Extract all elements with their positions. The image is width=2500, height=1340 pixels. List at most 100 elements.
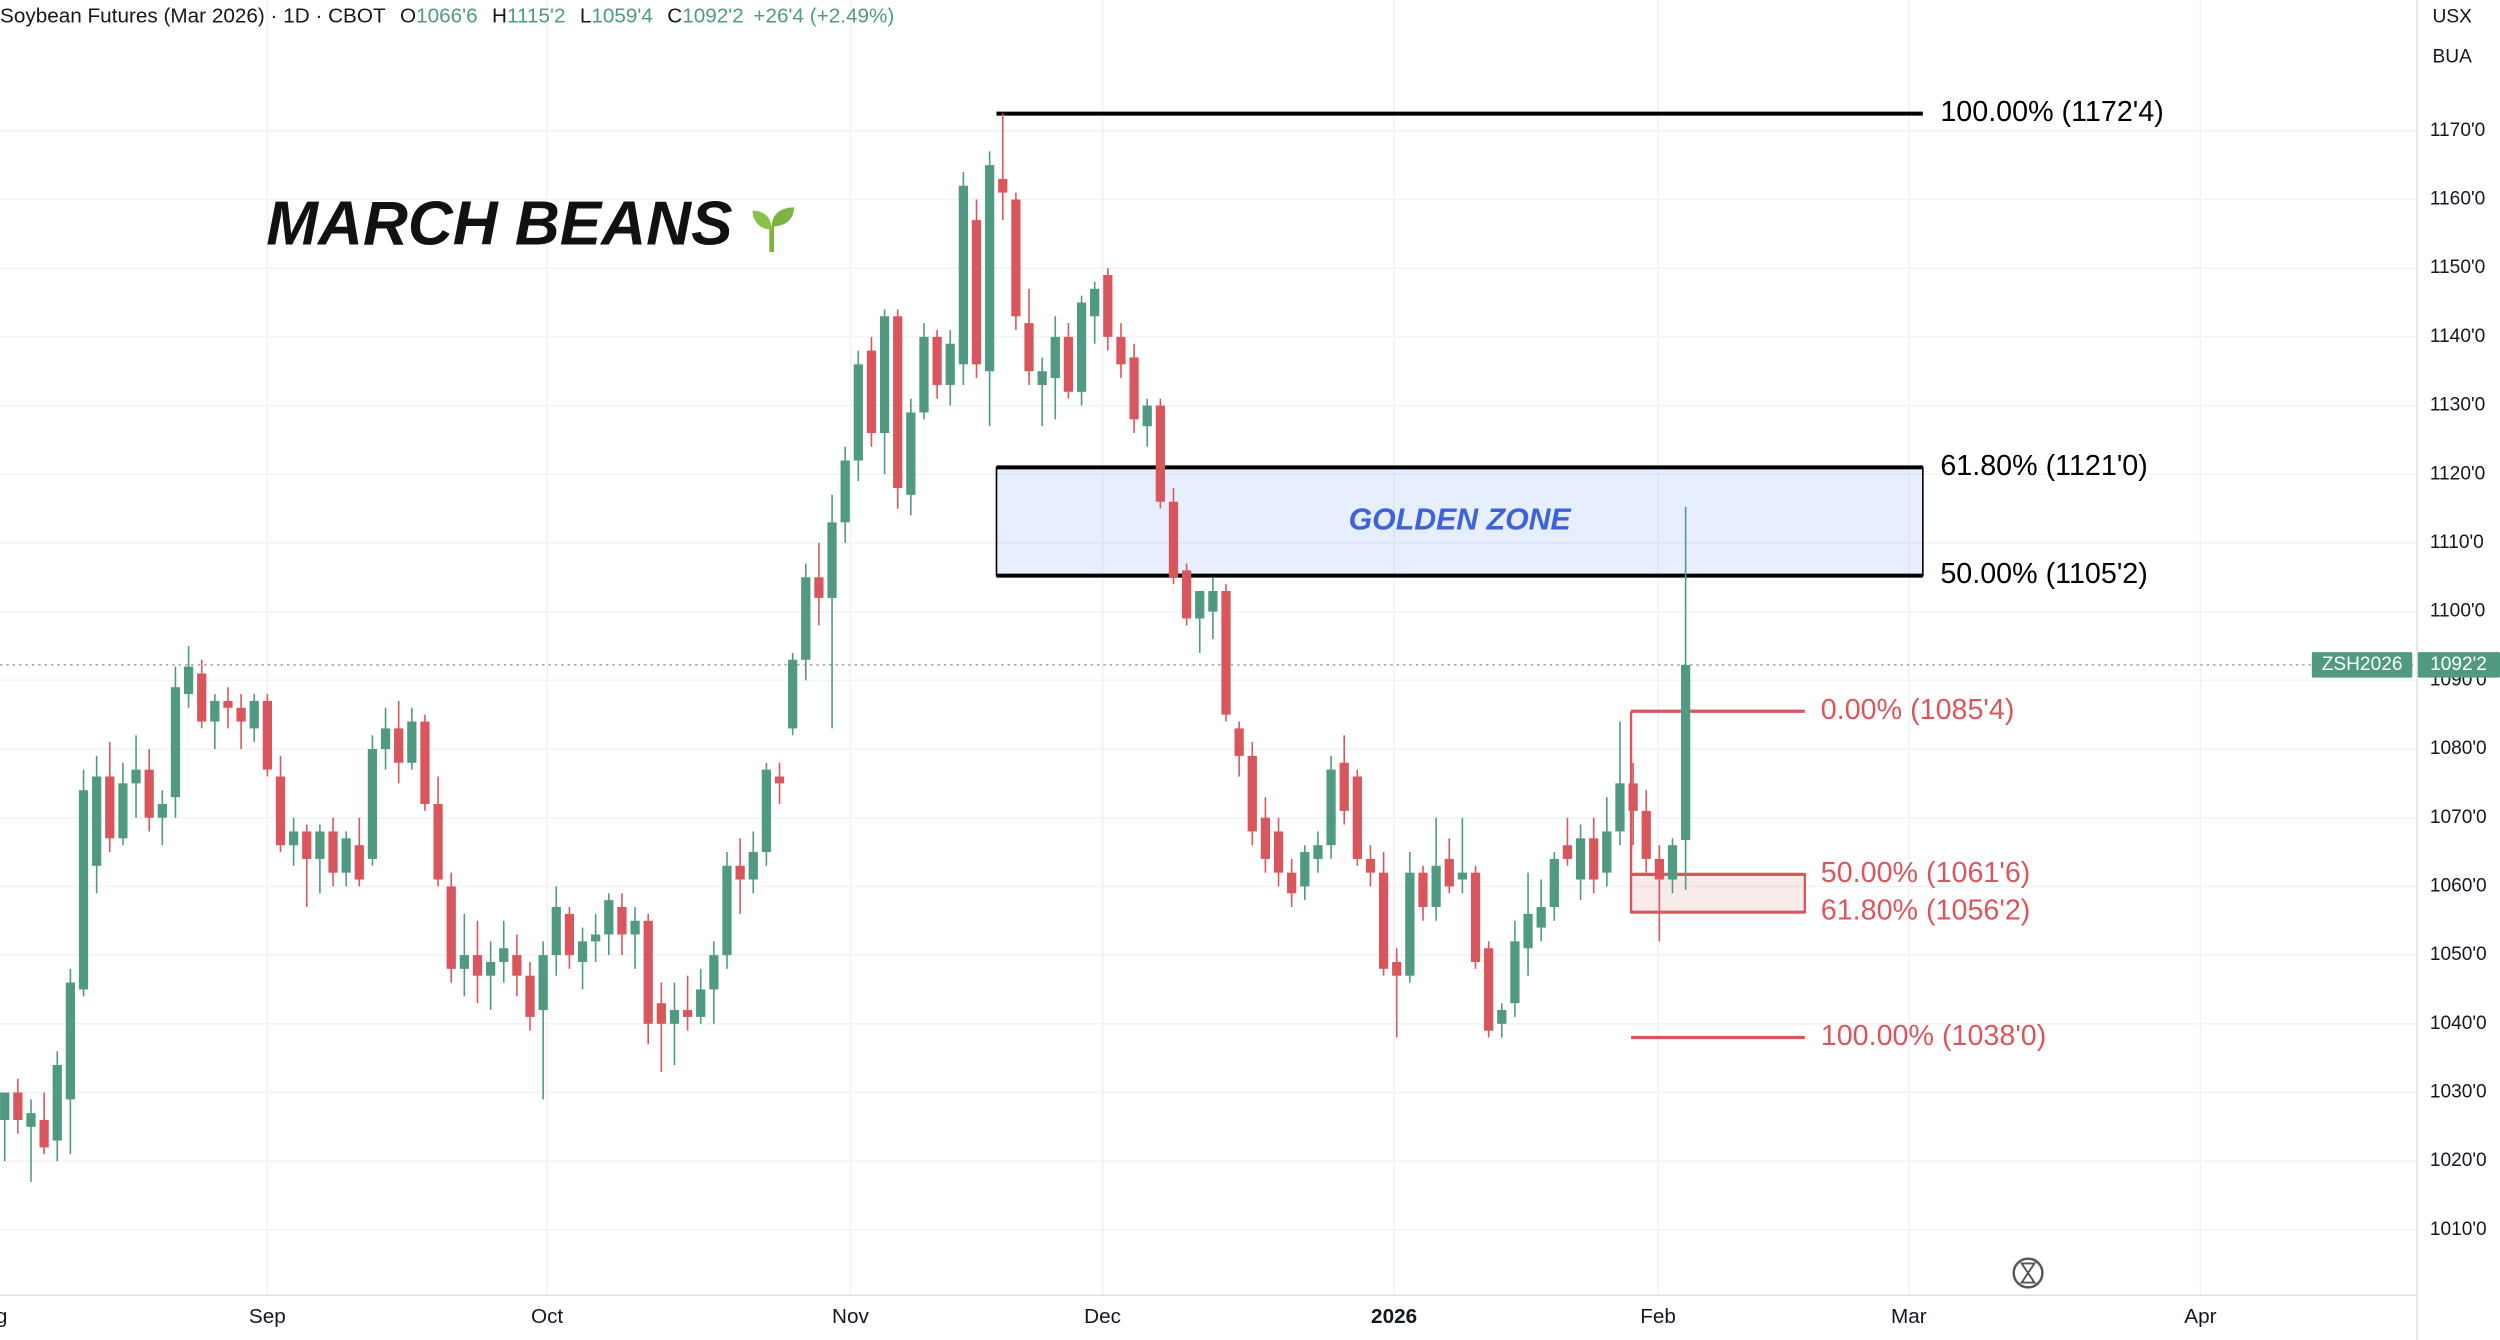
candle-body (1667, 845, 1678, 880)
ohlc-key: O (400, 5, 416, 28)
candle-body (840, 460, 850, 523)
replay-icon[interactable] (2012, 1257, 2044, 1289)
candle-body (1654, 858, 1664, 880)
candle-body (1457, 872, 1468, 880)
y-tick-label: 1160'0 (2430, 189, 2485, 210)
unit-label[interactable]: BUA (2433, 46, 2473, 67)
candle-body (1470, 872, 1481, 962)
candle-body (879, 316, 890, 434)
candle-body (315, 831, 325, 859)
fib-label: 50.00% (1105'2) (1940, 558, 2147, 590)
candle-body (1497, 1010, 1507, 1024)
x-tick-label: 2026 (1371, 1305, 1417, 1328)
candle-body (604, 900, 614, 935)
candle-body (183, 666, 194, 695)
candle-body (39, 1119, 49, 1148)
candle-body (1129, 357, 1139, 420)
fib-label: 100.00% (1038'0) (1821, 1020, 2047, 1052)
candle-body (512, 955, 522, 976)
symbol-header: Soybean Futures (Mar 2026) · 1D · CBOT O1… (0, 5, 894, 28)
candle-body (1287, 872, 1297, 894)
candle-body (971, 220, 982, 365)
candle-body (1523, 913, 1533, 949)
currency-label[interactable]: USX (2433, 7, 2473, 28)
candle-body (1615, 783, 1625, 832)
candle-body (774, 776, 785, 784)
candle-body (1549, 858, 1559, 908)
candle-body (341, 838, 351, 873)
y-tick-label: 1010'0 (2430, 1219, 2487, 1240)
candle-body (420, 721, 430, 804)
candle-body (1352, 776, 1362, 859)
candle-body (1090, 288, 1100, 317)
candles (0, 113, 1691, 1182)
x-tick-label: Apr (2184, 1305, 2216, 1328)
fib-label: 61.80% (1056'2) (1821, 895, 2031, 927)
candle-body (105, 776, 115, 839)
candle-body (1181, 570, 1192, 619)
ohlc-value: 1115'2 (507, 5, 565, 28)
price-tag-label: 1092'2 (2430, 654, 2487, 675)
candle-body (564, 913, 575, 956)
candle-body (906, 412, 916, 495)
candle-body (1484, 948, 1494, 1031)
candle-body (748, 852, 758, 880)
candle-body (1155, 405, 1165, 502)
candle-body (1247, 755, 1257, 832)
x-tick-label: Sep (249, 1305, 286, 1328)
ohlc-value: 1066'6 (416, 5, 478, 28)
candle-body (65, 982, 76, 1100)
candle-body (197, 673, 207, 722)
y-tick-label: 1030'0 (2430, 1082, 2487, 1103)
symbol-name: Soybean Futures (Mar 2026) · 1D · CBOT (0, 5, 386, 28)
candle-body (26, 1113, 36, 1127)
candle-body (1168, 501, 1179, 578)
candle-body (827, 522, 837, 598)
fib-label: 50.00% (1061'6) (1821, 857, 2031, 889)
candle-body (551, 907, 561, 956)
candle-body (1326, 769, 1336, 846)
ohlc-key: L (580, 5, 592, 28)
ohlc-value: 1059'4 (591, 5, 653, 28)
candle-body (236, 707, 246, 722)
candle-body (407, 721, 417, 763)
candle-body (275, 776, 286, 846)
candle-body (1103, 275, 1113, 337)
candle-body (538, 955, 548, 1011)
candle-body (118, 783, 128, 839)
x-tick-label: Dec (1084, 1305, 1121, 1328)
candle-body (643, 920, 653, 1024)
candle-body (446, 886, 456, 969)
candle-body (591, 934, 601, 942)
y-tick-label: 1020'0 (2430, 1150, 2487, 1171)
candle-body (617, 907, 627, 935)
zone-label: GOLDEN ZONE (1349, 503, 1572, 536)
candle-body (157, 803, 167, 818)
candle-body (1011, 199, 1021, 317)
candle-body (433, 803, 443, 880)
candle-body (682, 1010, 693, 1017)
x-tick-label: Feb (1640, 1305, 1676, 1328)
sprout-icon (752, 207, 795, 253)
candle-body (1116, 336, 1126, 365)
x-tick-label: Nov (832, 1305, 869, 1328)
candle-body (1234, 728, 1244, 756)
candle-body (354, 845, 364, 880)
candle-body (1589, 838, 1599, 880)
candle-body (1562, 845, 1573, 859)
ohlc-value: 1092'2 (682, 5, 744, 28)
candle-body (1221, 591, 1231, 715)
candle-body (1681, 664, 1691, 841)
symbol-tag (2311, 652, 2413, 678)
y-tick-label: 1170'0 (2430, 120, 2485, 141)
candle-body (92, 776, 102, 866)
candle-body (1208, 591, 1218, 612)
golden-zone (995, 466, 1924, 577)
y-tick-label: 1080'0 (2430, 738, 2487, 759)
symbol-tag-label: ZSH2026 (2322, 654, 2403, 675)
candle-body (1575, 838, 1586, 880)
candle-body (1076, 302, 1087, 392)
candle-body (945, 343, 955, 385)
replay-icon-glyph (2019, 1262, 2037, 1284)
